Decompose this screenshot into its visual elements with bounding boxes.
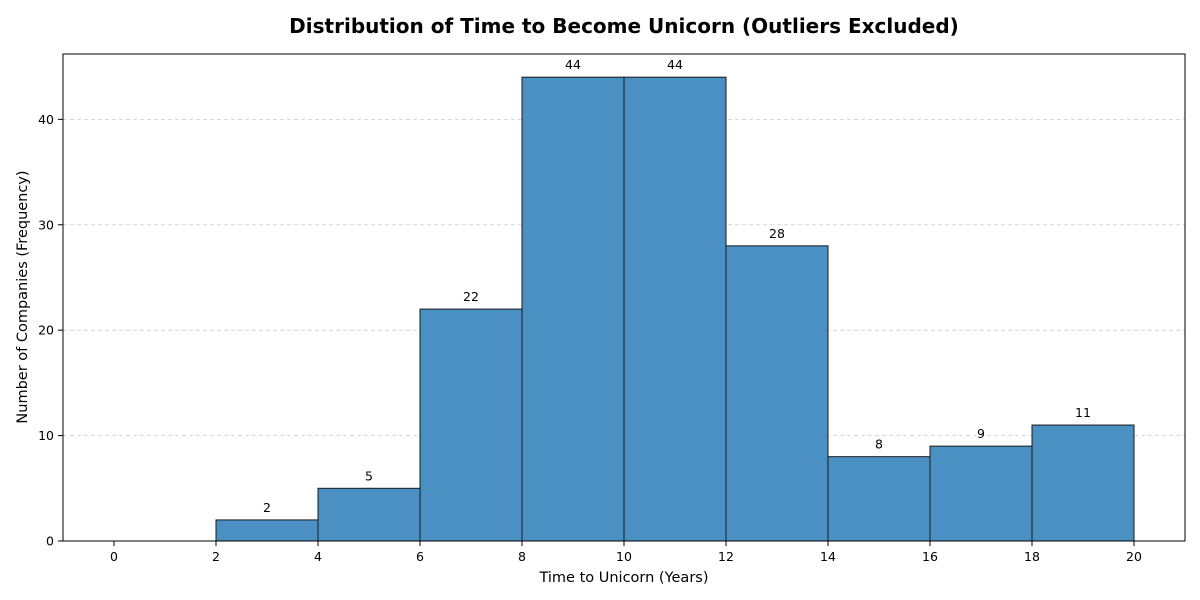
x-tick-label-8: 8 — [518, 549, 526, 564]
data-label-18-20: 11 — [1075, 405, 1091, 420]
y-tick-label-0: 0 — [46, 534, 54, 549]
bar-4-6 — [317, 487, 421, 542]
y-axis-label: Number of Companies (Frequency) — [15, 170, 31, 423]
bar-10-12 — [623, 76, 727, 542]
x-tick-label-0: 0 — [110, 549, 118, 564]
x-tick-label-4: 4 — [314, 549, 322, 564]
bar-8-10 — [521, 76, 625, 542]
data-label-14-16: 8 — [875, 437, 883, 452]
y-tick-label-20: 20 — [38, 323, 54, 338]
chart-title: Distribution of Time to Become Unicorn (… — [289, 14, 959, 38]
x-tick-label-10: 10 — [616, 549, 632, 564]
x-tick-label-16: 16 — [922, 549, 938, 564]
data-label-10-12: 44 — [667, 57, 683, 72]
bar-12-14 — [725, 245, 829, 542]
data-label-12-14: 28 — [769, 226, 785, 241]
y-axis-ticks: 0 10 20 30 40 — [38, 112, 63, 549]
x-tick-label-6: 6 — [416, 549, 424, 564]
x-tick-label-12: 12 — [718, 549, 734, 564]
data-label-8-10: 44 — [565, 57, 581, 72]
bars — [215, 76, 1135, 542]
bar-18-20 — [1031, 424, 1135, 542]
y-tick-label-30: 30 — [38, 217, 54, 232]
x-tick-label-2: 2 — [212, 549, 220, 564]
bar-16-18 — [929, 445, 1033, 542]
bar-2-4 — [215, 519, 319, 542]
bar-14-16 — [827, 456, 931, 542]
x-axis-label: Time to Unicorn (Years) — [538, 570, 708, 586]
bar-6-8 — [419, 308, 523, 542]
data-label-6-8: 22 — [463, 289, 479, 304]
x-tick-label-14: 14 — [820, 549, 836, 564]
data-label-2-4: 2 — [263, 500, 271, 515]
y-tick-label-40: 40 — [38, 112, 54, 127]
x-axis-ticks: 0 2 4 6 8 10 12 14 16 18 20 — [110, 541, 1142, 564]
x-tick-label-18: 18 — [1024, 549, 1040, 564]
x-tick-label-20: 20 — [1126, 549, 1142, 564]
data-labels: 2 5 22 44 44 28 8 9 11 — [263, 57, 1091, 515]
y-tick-label-10: 10 — [38, 428, 54, 443]
data-label-16-18: 9 — [977, 426, 985, 441]
data-label-4-6: 5 — [365, 468, 373, 483]
